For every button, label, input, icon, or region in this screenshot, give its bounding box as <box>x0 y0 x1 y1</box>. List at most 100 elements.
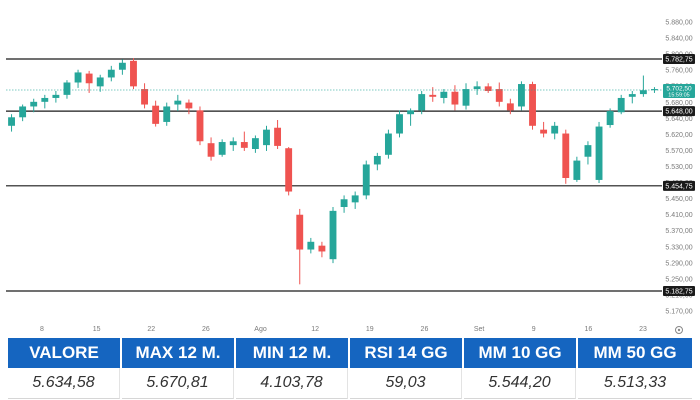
candle <box>274 119 282 149</box>
candle <box>130 58 137 90</box>
stat-header: VALORE <box>8 338 120 368</box>
candle <box>440 89 448 104</box>
price-tick-label: 5.570,00 <box>665 148 692 155</box>
stat-column: MM 50 GG 5.513,33 <box>578 338 692 399</box>
candle <box>30 98 38 113</box>
time-axis: 8 15 22 26 Ago 12 19 26 Set 9 16 23 <box>40 326 647 333</box>
price-tick-label: 5.250,00 <box>665 276 692 283</box>
candle <box>617 94 625 115</box>
candle <box>362 160 370 200</box>
price-chart: 5.880,005.840,005.800,005.760,005.720,00… <box>6 20 695 334</box>
candle <box>251 135 259 153</box>
candle <box>373 152 381 171</box>
time-tick-label: 19 <box>366 326 374 333</box>
candle <box>107 65 115 82</box>
level-badge-text: 5.782,75 <box>665 57 692 64</box>
stat-value: 5.634,58 <box>8 368 120 399</box>
price-tick-label: 5.620,00 <box>665 132 692 139</box>
candle <box>318 241 326 258</box>
stat-header: MM 10 GG <box>464 338 576 368</box>
candle <box>351 191 359 209</box>
candle <box>484 83 492 93</box>
time-tick-label: 23 <box>639 326 647 333</box>
stat-column: MM 10 GG 5.544,20 <box>464 338 578 399</box>
stat-value: 5.544,20 <box>464 368 576 399</box>
candle <box>52 90 60 103</box>
price-tick-label: 5.290,00 <box>665 260 692 267</box>
stat-value: 59,03 <box>350 368 462 399</box>
candle <box>429 87 437 102</box>
settings-icon[interactable] <box>675 326 683 334</box>
stat-header: MM 50 GG <box>578 338 692 368</box>
price-tick-label: 5.530,00 <box>665 164 692 171</box>
level-badge: 5.182,75 <box>663 286 695 296</box>
candle <box>96 74 104 92</box>
candle <box>263 125 270 151</box>
price-tick-label: 5.410,00 <box>665 212 692 219</box>
candle <box>63 80 71 99</box>
candle <box>218 139 226 157</box>
stat-header: MIN 12 M. <box>236 338 348 368</box>
stat-column: MIN 12 M. 4.103,78 <box>236 338 350 399</box>
candle <box>285 147 293 196</box>
price-tick-label: 5.450,00 <box>665 196 692 203</box>
time-tick-label: 9 <box>532 326 536 333</box>
candle <box>196 106 204 146</box>
stat-header: MAX 12 M. <box>122 338 234 368</box>
candle <box>41 94 49 109</box>
candle <box>8 114 15 132</box>
candle <box>340 195 348 213</box>
price-tick-label: 5.760,00 <box>665 68 692 75</box>
level-badge-text: 5.182,75 <box>665 289 692 296</box>
last-price-time-text: 15:59:05 <box>668 93 689 99</box>
stats-table: VALORE 5.634,58 MAX 12 M. 5.670,81 MIN 1… <box>8 338 692 399</box>
candle <box>529 81 536 130</box>
candle <box>307 237 315 254</box>
stat-column: MAX 12 M. 5.670,81 <box>122 338 236 399</box>
candle <box>606 108 614 128</box>
stat-column: RSI 14 GG 59,03 <box>350 338 464 399</box>
price-tick-label: 5.840,00 <box>665 36 692 43</box>
candle <box>639 75 647 97</box>
level-badge-text: 5.454,75 <box>665 183 692 190</box>
stat-column: VALORE 5.634,58 <box>8 338 122 399</box>
candle <box>506 98 514 115</box>
candle <box>551 121 559 140</box>
time-tick-label: 16 <box>584 326 592 333</box>
candle <box>240 131 248 151</box>
price-badges: 5.782,75 5.648,00 5.454,75 5.182,75 5.702,50… <box>663 54 695 296</box>
price-axis: 5.880,005.840,005.800,005.760,005.720,00… <box>665 20 692 316</box>
stat-value: 4.103,78 <box>236 368 348 399</box>
candle <box>141 83 148 109</box>
candle <box>595 121 603 184</box>
candle <box>329 206 337 264</box>
candle <box>451 85 459 111</box>
time-tick-label: Set <box>474 326 485 333</box>
level-badge-text: 5.648,00 <box>665 109 692 116</box>
candle <box>584 141 592 165</box>
time-tick-label: 26 <box>202 326 210 333</box>
price-tick-label: 5.370,00 <box>665 228 692 235</box>
price-tick-label: 5.680,00 <box>665 100 692 107</box>
price-tick-label: 5.640,00 <box>665 116 692 123</box>
candle <box>462 83 470 110</box>
candle <box>628 90 636 104</box>
candle <box>74 69 82 88</box>
price-tick-label: 5.330,00 <box>665 244 692 251</box>
candle <box>207 137 215 161</box>
candle <box>518 81 525 111</box>
candle <box>118 59 126 75</box>
candlestick-series <box>8 58 658 285</box>
time-tick-label: 8 <box>40 326 44 333</box>
support-resistance-levels <box>6 58 662 292</box>
price-tick-label: 5.170,00 <box>665 309 692 316</box>
stat-value: 5.670,81 <box>122 368 234 399</box>
price-tick-label: 5.880,00 <box>665 20 692 27</box>
stat-header: RSI 14 GG <box>350 338 462 368</box>
level-badge: 5.454,75 <box>663 180 695 191</box>
level-badge: 5.648,00 <box>663 106 695 117</box>
time-tick-label: Ago <box>254 326 267 333</box>
candle <box>174 94 182 112</box>
candle <box>562 129 570 184</box>
